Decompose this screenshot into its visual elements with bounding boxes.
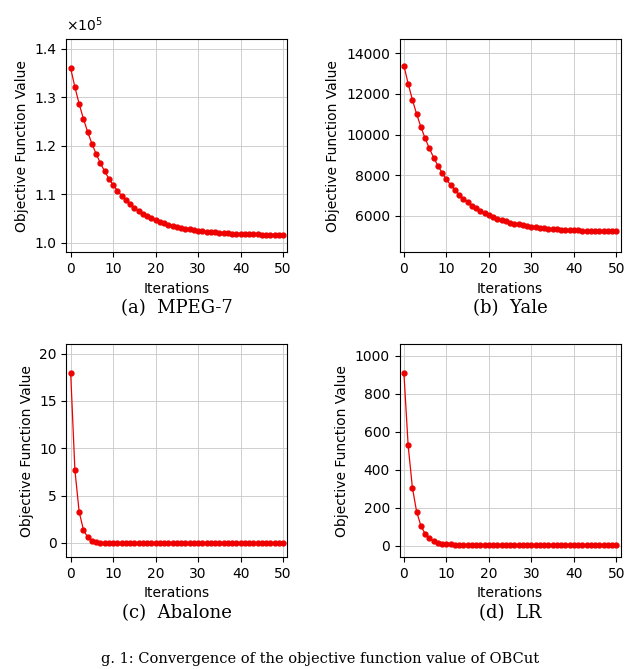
Y-axis label: Objective Function Value: Objective Function Value	[19, 365, 33, 537]
Text: (d)  LR: (d) LR	[479, 604, 541, 622]
X-axis label: Iterations: Iterations	[144, 587, 210, 601]
Text: (b)  Yale: (b) Yale	[473, 299, 547, 317]
X-axis label: Iterations: Iterations	[477, 282, 543, 296]
Text: $\times 10^5$: $\times 10^5$	[67, 15, 103, 33]
Y-axis label: Objective Function Value: Objective Function Value	[335, 365, 349, 537]
X-axis label: Iterations: Iterations	[477, 587, 543, 601]
Y-axis label: Objective Function Value: Objective Function Value	[326, 60, 340, 231]
Text: (c)  Abalone: (c) Abalone	[122, 604, 232, 622]
X-axis label: Iterations: Iterations	[144, 282, 210, 296]
Text: g. 1: Convergence of the objective function value of OBCut: g. 1: Convergence of the objective funct…	[101, 652, 539, 666]
Y-axis label: Objective Function Value: Objective Function Value	[15, 60, 29, 231]
Text: (a)  MPEG-7: (a) MPEG-7	[121, 299, 233, 317]
